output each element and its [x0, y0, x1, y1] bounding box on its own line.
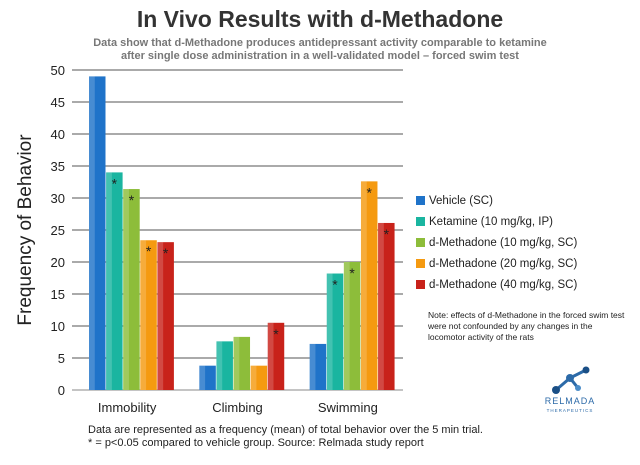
significance-marker: *	[366, 184, 372, 200]
x-tick-label: Swimming	[318, 400, 378, 415]
footer-line-2: * = p<0.05 compared to vehicle group. So…	[88, 437, 424, 449]
bar-highlight	[360, 181, 367, 390]
bar	[378, 222, 395, 390]
bar-highlight	[309, 343, 316, 390]
y-tick-label: 30	[51, 191, 65, 206]
y-axis-label: Frequency of Behavior	[15, 134, 36, 326]
significance-marker: *	[146, 243, 152, 259]
legend-swatch	[416, 196, 425, 205]
bar	[157, 242, 174, 390]
y-tick-label: 40	[51, 127, 65, 142]
bar	[123, 189, 140, 390]
y-tick-label: 35	[51, 159, 65, 174]
significance-marker: *	[273, 326, 279, 342]
significance-marker: *	[129, 192, 135, 208]
bar	[250, 365, 268, 390]
bar	[360, 181, 378, 390]
legend-item: d-Methadone (20 mg/kg, SC)	[416, 253, 577, 274]
bar-highlight	[378, 222, 384, 390]
bar-highlight	[89, 76, 95, 391]
bar	[199, 365, 216, 390]
subtitle-line-2: after single dose administration in a we…	[121, 50, 519, 62]
legend-label: Ketamine (10 mg/kg, IP)	[429, 215, 553, 228]
legend-label: Vehicle (SC)	[429, 194, 493, 207]
legend-swatch	[416, 238, 425, 247]
x-tick-label: Immobility	[98, 400, 157, 415]
bar-highlight	[157, 242, 164, 390]
bar-highlight	[199, 365, 206, 390]
locomotor-note: Note: effects of d-Methadone in the forc…	[428, 310, 625, 342]
subtitle-line-1: Data show that d-Methadone produces anti…	[93, 37, 547, 49]
legend-swatch	[416, 259, 425, 268]
bar-highlight	[123, 189, 129, 390]
x-tick-label: Climbing	[212, 400, 263, 415]
y-tick-label: 20	[51, 255, 65, 270]
bar-highlight	[106, 172, 112, 390]
bar	[89, 76, 106, 391]
significance-marker: *	[163, 245, 169, 261]
molecule-icon	[552, 366, 590, 394]
footer-notes: Data are represented as a frequency (mea…	[88, 424, 528, 450]
chart-subtitle: Data show that d-Methadone produces anti…	[0, 37, 640, 63]
bar-highlight	[326, 273, 333, 390]
significance-marker: *	[349, 265, 355, 281]
legend-swatch	[416, 280, 425, 289]
y-tick-label: 45	[51, 95, 65, 110]
bar-highlight	[140, 240, 147, 390]
legend-item: d-Methadone (40 mg/kg, SC)	[416, 274, 577, 295]
y-tick-label: 50	[51, 63, 65, 78]
legend-label: d-Methadone (10 mg/kg, SC)	[429, 236, 578, 249]
significance-marker: *	[112, 175, 118, 191]
bar-highlight	[250, 365, 257, 390]
bar	[326, 273, 344, 390]
y-tick-label: 10	[51, 319, 65, 334]
y-tick-label: 0	[58, 383, 65, 398]
bar	[267, 322, 285, 390]
y-tick-label: 25	[51, 223, 65, 238]
bar	[140, 240, 157, 390]
logo-tagline: THERAPEUTICS	[546, 408, 594, 413]
legend-label: d-Methadone (20 mg/kg, SC)	[429, 257, 578, 270]
footer-line-1: Data are represented as a frequency (mea…	[88, 424, 483, 436]
chart-legend: Vehicle (SC) Ketamine (10 mg/kg, IP) d-Met…	[416, 190, 577, 295]
y-tick-label: 5	[58, 351, 65, 366]
legend-item: d-Methadone (10 mg/kg, SC)	[416, 232, 577, 253]
chart-title: In Vivo Results with d-Methadone	[136, 6, 504, 32]
legend-item: Ketamine (10 mg/kg, IP)	[416, 211, 577, 232]
bar-highlight	[343, 262, 350, 390]
bar	[216, 341, 233, 390]
bar	[106, 172, 123, 390]
significance-marker: *	[384, 226, 390, 242]
logo-wordmark: RELMADA	[544, 396, 596, 406]
bar-highlight	[233, 336, 240, 390]
bar	[343, 262, 361, 390]
bar-highlight	[267, 322, 274, 390]
bar-highlight	[216, 341, 223, 390]
legend-swatch	[416, 217, 425, 226]
bar	[233, 336, 251, 390]
significance-marker: *	[332, 277, 338, 293]
relmada-logo: RELMADA THERAPEUTICS	[520, 364, 620, 424]
legend-label: d-Methadone (40 mg/kg, SC)	[429, 278, 578, 291]
y-tick-label: 15	[51, 287, 65, 302]
bar	[309, 343, 327, 390]
legend-item: Vehicle (SC)	[416, 190, 577, 211]
